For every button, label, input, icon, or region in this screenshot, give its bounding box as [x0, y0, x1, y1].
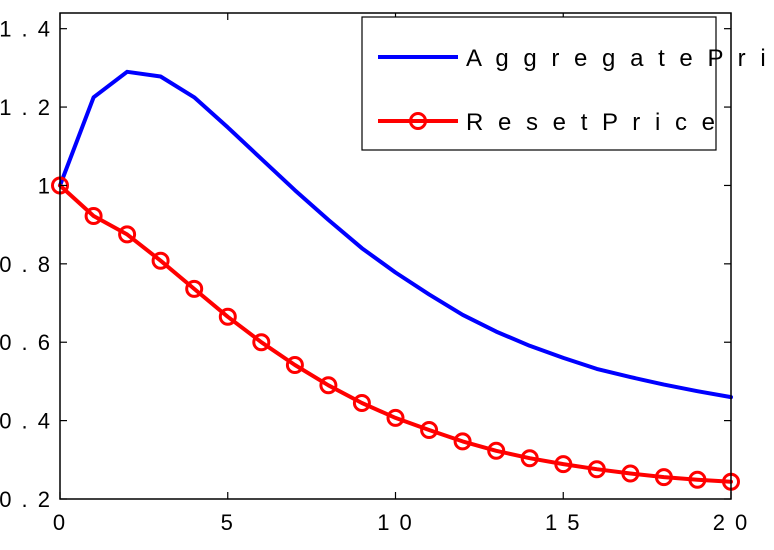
- x-tick-label: 2 0: [713, 510, 750, 535]
- series-line-aggregate-price: [58, 69, 733, 400]
- series-line-reset-price: [58, 183, 733, 484]
- legend-marker-reset-price: [409, 112, 427, 130]
- y-tick-label: 1 . 4: [0, 17, 52, 42]
- data-point-reset-price: [520, 449, 539, 468]
- data-point-reset-price: [218, 307, 237, 326]
- data-point-reset-price: [688, 470, 707, 489]
- data-point-reset-price: [151, 251, 170, 270]
- data-point-reset-price: [453, 432, 472, 451]
- data-point-reset-price: [319, 376, 338, 395]
- y-tick-label: 0 . 6: [0, 330, 52, 355]
- x-tick-label: 5: [221, 510, 235, 535]
- data-point-reset-price: [386, 408, 405, 427]
- x-tick-label: 1 0: [377, 510, 414, 535]
- x-tick-label: 1 5: [545, 510, 582, 535]
- data-point-reset-price: [185, 279, 204, 298]
- data-point-reset-price: [118, 225, 137, 244]
- y-tick-label: 1 . 2: [0, 95, 52, 120]
- y-tick-label: 0 . 4: [0, 409, 52, 434]
- data-point-reset-price: [487, 441, 506, 460]
- data-point-reset-price: [587, 460, 606, 479]
- y-tick-label: 1: [38, 173, 52, 198]
- series-layer: [51, 69, 740, 491]
- data-point-reset-price: [621, 464, 640, 483]
- legend-label-reset-price: R e s e t P r i c e: [466, 109, 719, 136]
- legend: A g g r e g a t e P r i c e R e s e t P …: [361, 16, 774, 151]
- data-point-reset-price: [654, 468, 673, 487]
- legend-label-aggregate-price: A g g r e g a t e P r i c e: [466, 45, 774, 72]
- y-tick-label: 0 . 8: [0, 252, 52, 277]
- data-point-reset-price: [84, 207, 103, 225]
- axis-tick-labels: 0 5 1 0 1 5 2 0 0 . 2 0 . 4 0 . 6 0 . 8 1 1 . 2 1 .…: [0, 17, 750, 535]
- data-point-reset-price: [285, 356, 304, 374]
- y-tick-label: 0 . 2: [0, 487, 52, 512]
- data-point-reset-price: [554, 455, 573, 474]
- x-tick-label: 0: [53, 510, 67, 535]
- data-point-reset-price: [352, 394, 371, 412]
- data-point-reset-price: [420, 421, 439, 439]
- data-point-reset-price: [252, 333, 271, 352]
